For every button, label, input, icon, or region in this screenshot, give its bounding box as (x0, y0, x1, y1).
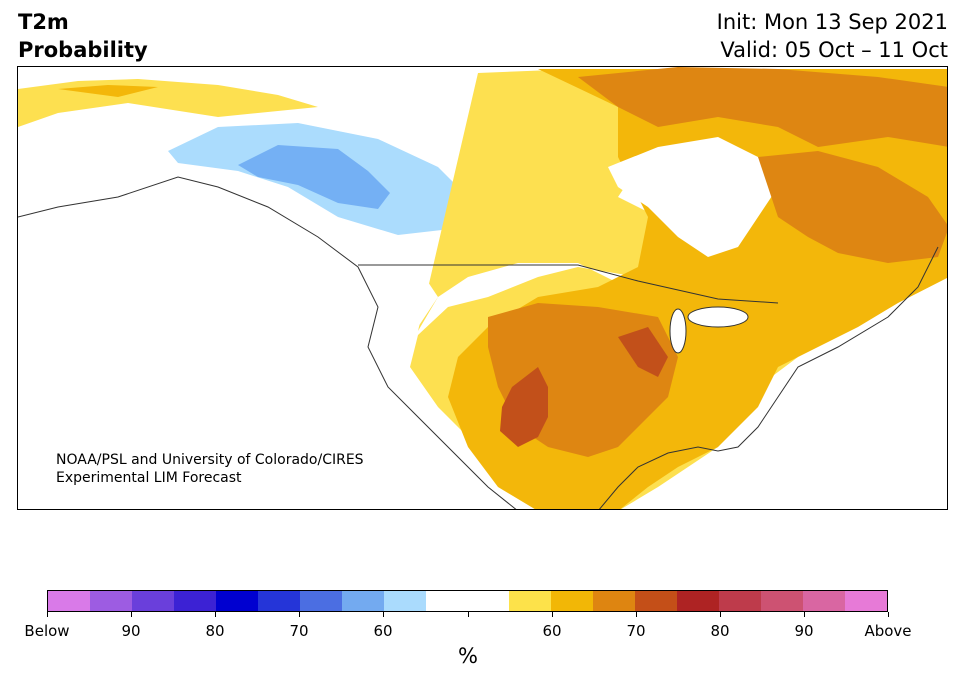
colorbar-cell (677, 591, 720, 611)
colorbar-tick-label: 70 (626, 622, 646, 640)
colorbar-cell (551, 591, 594, 611)
colorbar-tick-label: 60 (542, 622, 562, 640)
warm-region-orange-northeast (578, 67, 947, 147)
warm-region-orange-quebec (758, 151, 947, 263)
colorbar-cell (425, 591, 468, 611)
colorbar-cell (341, 591, 384, 611)
colorbar-cell (467, 591, 510, 611)
map-canvas (18, 67, 947, 509)
init-date: Init: Mon 13 Sep 2021 (716, 10, 948, 34)
colorbar-tick (636, 612, 637, 617)
colorbar-tick (888, 612, 889, 617)
colorbar-tick-label: 90 (121, 622, 141, 640)
colorbar-cell (173, 591, 216, 611)
forecast-map: NOAA/PSL and University of Colorado/CIRE… (17, 66, 948, 510)
colorbar-tick (215, 612, 216, 617)
colorbar-tick (47, 612, 48, 617)
colorbar-tick-label: Below (24, 622, 70, 640)
coastline-outline (18, 176, 517, 509)
title-line-1: T2m (18, 10, 69, 34)
colorbar-cell (509, 591, 552, 611)
colorbar-tick-label: 70 (289, 622, 309, 640)
colorbar (47, 590, 888, 612)
colorbar-tick-label: Above (864, 622, 912, 640)
colorbar-tick (468, 612, 469, 617)
colorbar-ticks (47, 612, 889, 618)
colorbar-cell (803, 591, 846, 611)
warm-region-red-core (500, 367, 548, 447)
plot-title: T2m Probability (18, 8, 148, 64)
date-info: Init: Mon 13 Sep 2021 Valid: 05 Oct – 11… (717, 8, 948, 64)
colorbar-cell (131, 591, 174, 611)
colorbar-cell (89, 591, 132, 611)
arctic-orange-region (58, 85, 158, 97)
colorbar-tick-label: 60 (373, 622, 393, 640)
coastline-east (599, 246, 939, 509)
colorbar-tick-label: 80 (205, 622, 225, 640)
colorbar-tick-label: 80 (710, 622, 730, 640)
valid-period: Valid: 05 Oct – 11 Oct (720, 38, 948, 62)
colorbar-cell (845, 591, 888, 611)
colorbar-tick (299, 612, 300, 617)
colorbar-tick (552, 612, 553, 617)
colorbar-tick (383, 612, 384, 617)
colorbar-tick (804, 612, 805, 617)
neutral-hudson-region (608, 137, 778, 257)
colorbar-cell (635, 591, 678, 611)
warm-region-yellow-north (498, 81, 618, 217)
colorbar-unit: % (458, 644, 478, 668)
map-credit: NOAA/PSL and University of Colorado/CIRE… (56, 451, 364, 487)
cold-region-medium (238, 145, 390, 209)
colorbar-tick (131, 612, 132, 617)
neutral-pacific-coast (358, 267, 448, 447)
credit-line-2: Experimental LIM Forecast (56, 470, 242, 486)
lake-michigan (669, 308, 687, 354)
colorbar-cell (48, 591, 90, 611)
colorbar-tick (720, 612, 721, 617)
colorbar-cell (383, 591, 426, 611)
border-us-canada (358, 264, 779, 304)
warm-region-red-east (618, 327, 668, 377)
credit-line-1: NOAA/PSL and University of Colorado/CIRE… (56, 452, 364, 468)
great-lakes (687, 306, 749, 328)
colorbar-cell (761, 591, 804, 611)
colorbar-cell (257, 591, 300, 611)
colorbar-cell (299, 591, 342, 611)
colorbar-tick-label: 90 (794, 622, 814, 640)
colorbar-cell (719, 591, 762, 611)
title-line-2: Probability (18, 38, 148, 62)
colorbar-cell (593, 591, 636, 611)
colorbar-cell (215, 591, 258, 611)
